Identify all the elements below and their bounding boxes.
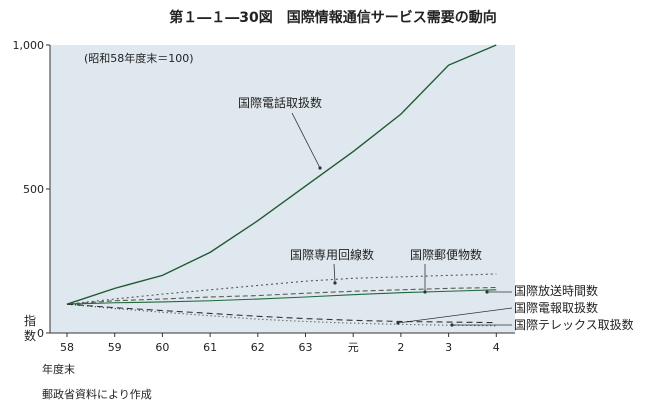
series-leader-line <box>333 263 336 284</box>
series-label: 国際電話取扱数 <box>238 95 322 110</box>
y-tick-label: 0 <box>37 327 44 340</box>
plot-area <box>50 45 515 333</box>
x-tick-label: 62 <box>251 341 265 354</box>
series-line-0 <box>66 44 497 305</box>
y-axis-label-1: 指 <box>24 313 36 328</box>
x-tick-label: 元 <box>348 341 359 354</box>
base-note: (昭和58年度末＝100) <box>84 51 194 65</box>
series-line-1 <box>66 273 497 305</box>
x-tick-label: 3 <box>445 341 452 354</box>
x-tick-label: 58 <box>60 341 74 354</box>
x-tick-label: 2 <box>397 341 404 354</box>
x-tick-label: 63 <box>299 341 313 354</box>
series-leader-dot <box>485 290 489 294</box>
series-leader-dot <box>333 281 337 285</box>
x-tick-label: 59 <box>108 341 122 354</box>
x-tick-label: 4 <box>493 341 500 354</box>
x-ticks: 58 59 60 61 62 63 元 2 3 4 <box>60 333 500 354</box>
chart-title: 第１―１―30図 国際情報通信サービス需要の動向 <box>169 9 496 26</box>
y-axis-label-2: 数 <box>24 328 36 343</box>
source-note: 郵政省資料により作成 <box>42 387 152 401</box>
series-line-4 <box>66 303 497 324</box>
x-axis-label: 年度末 <box>42 362 75 376</box>
x-tick-label: 61 <box>203 341 217 354</box>
series-leader-dot <box>450 323 454 327</box>
series-label: 国際テレックス取扱数 <box>514 317 634 332</box>
y-ticks: 1,000 500 0 <box>13 39 50 340</box>
series-leader-line <box>397 307 513 324</box>
series-label: 国際専用回線数 <box>290 247 374 262</box>
series-leader-dot <box>423 290 427 294</box>
y-tick-label: 1,000 <box>13 39 45 52</box>
series-label: 国際郵便物数 <box>410 247 482 262</box>
x-tick-label: 60 <box>155 341 169 354</box>
series-leader-line <box>291 112 321 169</box>
series-leader-dot <box>318 166 322 170</box>
y-tick-label: 500 <box>23 183 44 196</box>
series-label: 国際放送時間数 <box>514 283 598 298</box>
series-label: 国際電報取扱数 <box>514 300 598 315</box>
series-leader-dot <box>396 321 400 325</box>
